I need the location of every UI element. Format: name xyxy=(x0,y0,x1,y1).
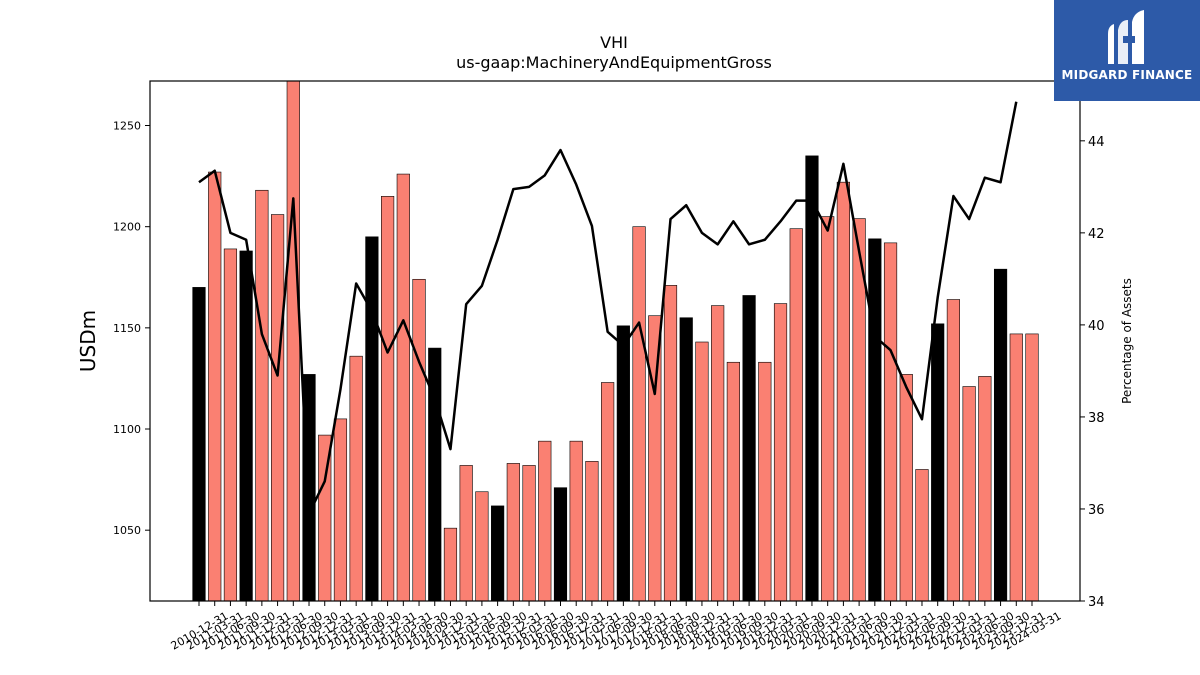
bar-2016-03-31 xyxy=(522,465,536,602)
bar-2014-06-30 xyxy=(412,278,426,602)
bar-2022-03-31 xyxy=(899,374,913,602)
bar-2014-03-31 xyxy=(396,173,410,602)
bar-2013-06-30 xyxy=(349,355,363,602)
bar-2021-12-31 xyxy=(883,242,898,602)
bar-2013-09-30 xyxy=(365,236,379,602)
bar-2022-09-30 xyxy=(931,323,945,602)
bar-2020-06-30 xyxy=(789,228,803,602)
bar-2015-12-31 xyxy=(506,463,520,602)
bar-2019-03-31 xyxy=(711,305,725,602)
bar-2020-03-31 xyxy=(773,303,788,602)
bar-2011-12-31 xyxy=(255,189,269,602)
bar-2014-12-31 xyxy=(443,527,458,602)
chart-title: VHI xyxy=(600,33,628,52)
bar-2024-03-31 xyxy=(1025,333,1039,602)
line-series-group xyxy=(198,101,1018,515)
y2-tick-label: 42 xyxy=(1088,227,1105,242)
bar-2013-12-31 xyxy=(381,196,395,602)
bar-2017-12-31 xyxy=(632,226,646,602)
bar-2023-12-31 xyxy=(1009,333,1023,602)
line-series-percentage-of-assets xyxy=(198,101,1018,515)
bar-2019-09-30 xyxy=(742,295,756,602)
bar-2022-06-30 xyxy=(915,469,929,602)
y-tick-label: 1250 xyxy=(113,120,141,133)
y-tick-label: 1200 xyxy=(113,221,141,234)
bar-2021-09-30 xyxy=(868,238,882,602)
bar-2019-06-30 xyxy=(726,361,740,602)
bar-2017-03-31 xyxy=(585,461,599,602)
y2-tick-label: 38 xyxy=(1088,411,1105,426)
y2-tick-label: 36 xyxy=(1088,503,1105,518)
bar-2018-06-30 xyxy=(663,285,678,602)
bar-2016-06-30 xyxy=(538,440,552,602)
bar-group xyxy=(192,80,1039,602)
y2-tick-label: 34 xyxy=(1088,595,1105,610)
right-axis: 34 36 38 40 42 44 xyxy=(1080,135,1105,610)
bar-2015-06-30 xyxy=(475,491,489,602)
bar-2011-06-30 xyxy=(223,248,238,602)
bar-2015-09-30 xyxy=(491,505,505,602)
bar-2016-09-30 xyxy=(553,487,568,602)
bar-2013-03-31 xyxy=(333,418,348,602)
logo-text: MIDGARD FINANCE xyxy=(1061,68,1193,82)
y2-axis-label: Percentage of Assets xyxy=(1120,278,1134,404)
x-axis: 2010-12-312011-03-312011-06-302011-09-30… xyxy=(169,601,1064,653)
bar-2012-06-30 xyxy=(286,80,300,602)
bar-2017-09-30 xyxy=(616,325,630,602)
midgard-finance-logo: MIDGARD FINANCE xyxy=(1054,0,1200,101)
bar-2020-12-31 xyxy=(821,216,835,602)
logo-mark-icon xyxy=(1108,10,1144,64)
bar-2016-12-31 xyxy=(569,440,583,602)
y-tick-label: 1050 xyxy=(113,524,141,537)
bar-2015-03-31 xyxy=(459,465,473,602)
bar-2011-03-31 xyxy=(208,171,222,602)
bar-2023-03-31 xyxy=(962,386,976,602)
bar-2021-03-31 xyxy=(836,181,850,602)
bar-2020-09-30 xyxy=(805,155,819,602)
bar-2023-09-30 xyxy=(993,268,1008,602)
plot-frame xyxy=(149,80,1081,602)
bar-2019-12-31 xyxy=(758,361,772,602)
bar-2017-06-30 xyxy=(601,382,615,602)
y2-tick-label: 44 xyxy=(1088,135,1105,150)
bar-2011-09-30 xyxy=(239,250,253,602)
bar-2022-12-31 xyxy=(946,299,961,602)
bar-2023-06-30 xyxy=(978,376,992,602)
bar-2018-09-30 xyxy=(679,317,693,602)
y2-tick-label: 40 xyxy=(1088,319,1105,334)
left-axis: 1050 1100 1150 1200 1250 xyxy=(113,120,150,537)
y-tick-label: 1150 xyxy=(113,322,141,335)
y-tick-label: 1100 xyxy=(113,423,141,436)
bar-2010-12-31 xyxy=(192,287,206,602)
bar-2012-03-31 xyxy=(270,214,285,602)
y-axis-label: USDm xyxy=(76,310,100,372)
chart-subtitle: us-gaap:MachineryAndEquipmentGross xyxy=(456,53,772,72)
bar-2018-12-31 xyxy=(695,341,709,602)
